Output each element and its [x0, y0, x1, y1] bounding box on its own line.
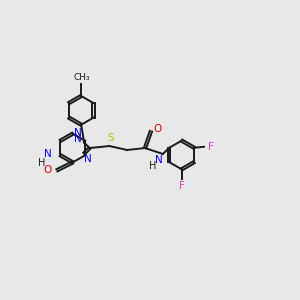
- Text: N: N: [44, 149, 51, 159]
- Text: CH₃: CH₃: [74, 73, 91, 82]
- Text: F: F: [208, 142, 214, 152]
- Text: H: H: [149, 161, 157, 171]
- Text: N: N: [84, 154, 92, 164]
- Text: F: F: [179, 181, 184, 191]
- Text: H: H: [38, 158, 45, 168]
- Text: N: N: [74, 128, 82, 138]
- Text: O: O: [154, 124, 162, 134]
- Text: S: S: [107, 133, 114, 143]
- Text: N: N: [74, 134, 82, 144]
- Text: N: N: [155, 155, 163, 165]
- Text: O: O: [44, 165, 52, 175]
